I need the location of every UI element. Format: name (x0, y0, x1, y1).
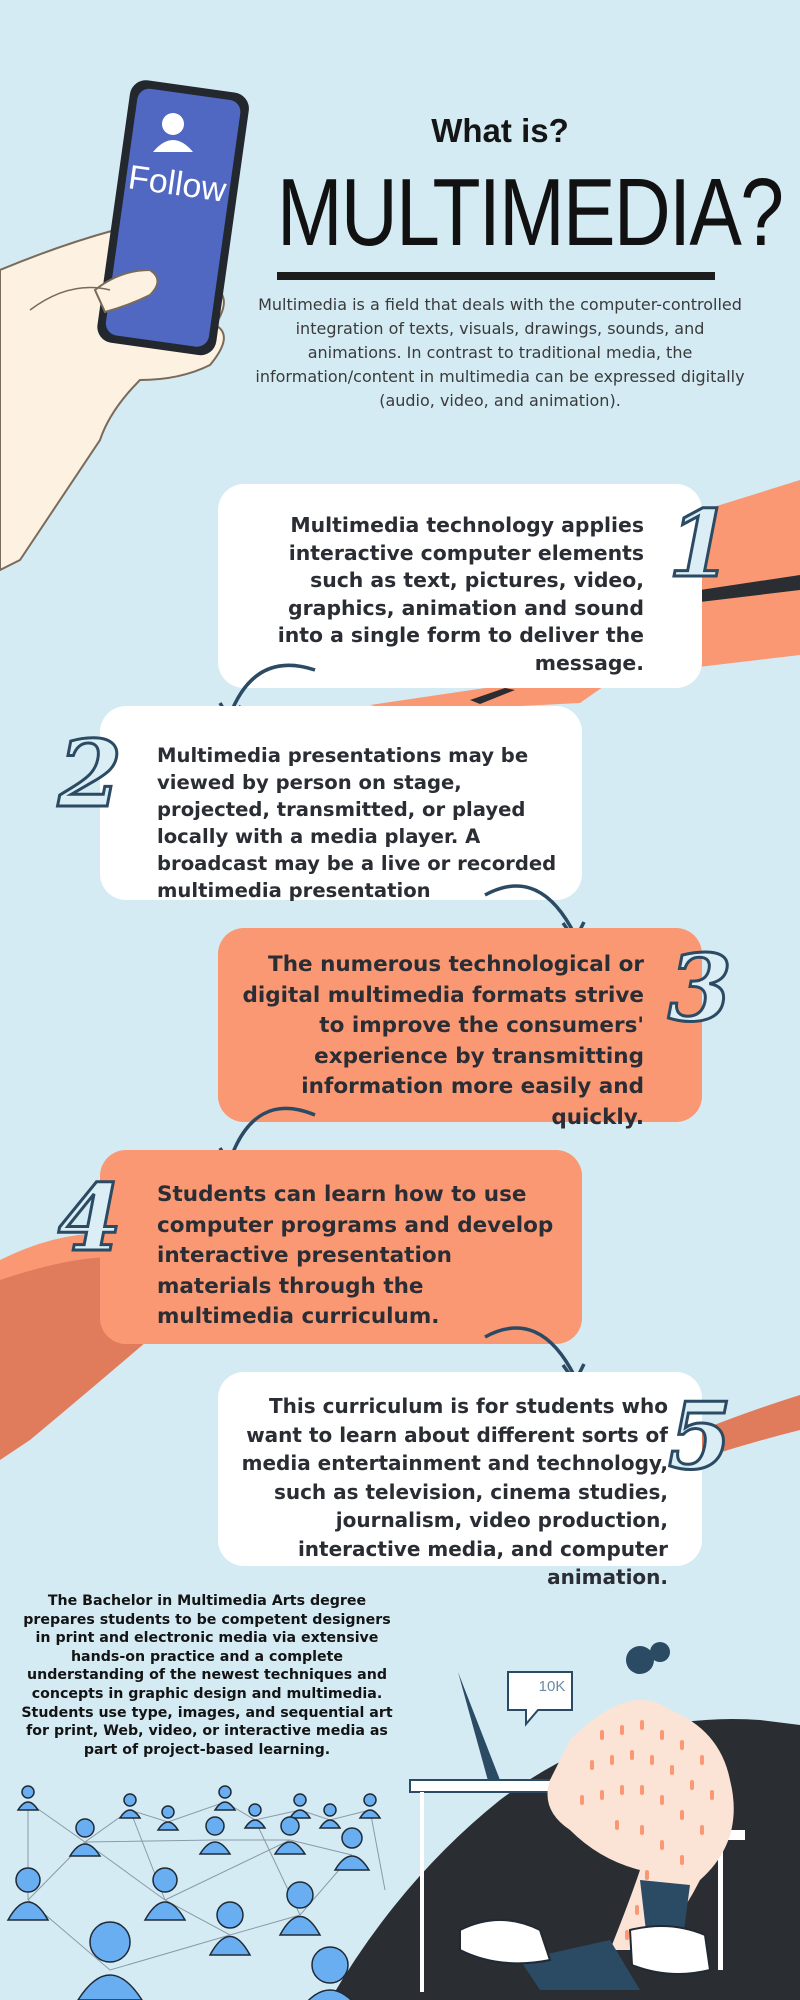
step-number-1: 1 (666, 490, 733, 598)
hand-phone-illustration (0, 80, 249, 572)
likes-bubble-label: 10K (538, 1678, 566, 1695)
step-card-2: Multimedia presentations may be viewed b… (100, 706, 582, 902)
step-card-3: The numerous technological or digital mu… (218, 928, 702, 1130)
step-text-3: The numerous technological or digital mu… (242, 952, 644, 1130)
step-text-1: Multimedia technology applies interactiv… (277, 513, 644, 675)
step-number-5: 5 (666, 1382, 733, 1490)
step-card-5: This curriculum is for students who want… (218, 1372, 702, 1589)
people-network-illustration (6, 1785, 386, 2000)
degree-paragraph: The Bachelor in Multimedia Arts degree p… (21, 1593, 393, 1758)
step-number-3: 3 (666, 934, 733, 1042)
user-icon (153, 113, 193, 152)
step-number-2: 2 (56, 720, 123, 828)
subtitle: What is? (431, 112, 569, 149)
step-text-4: Students can learn how to use computer p… (157, 1182, 554, 1329)
step-text-2: Multimedia presentations may be viewed b… (157, 744, 557, 902)
page-title: MULTIMEDIA? (277, 159, 784, 266)
step-card-1: Multimedia technology applies interactiv… (218, 484, 702, 688)
step-card-4: Students can learn how to use computer p… (100, 1150, 582, 1344)
step-text-5: This curriculum is for students who want… (241, 1394, 668, 1589)
title-underline (277, 272, 715, 280)
step-number-4: 4 (56, 1164, 123, 1272)
intro-paragraph: Multimedia is a field that deals with th… (255, 295, 745, 410)
person-laptop-illustration (409, 1642, 745, 1992)
